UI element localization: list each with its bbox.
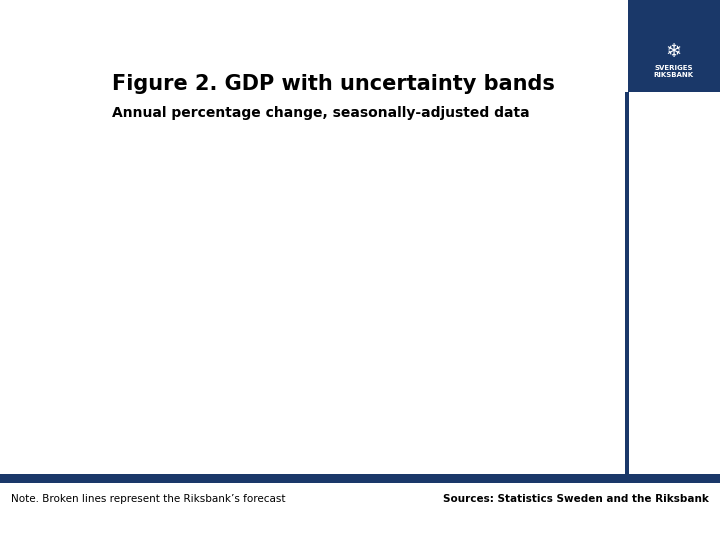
Text: Note. Broken lines represent the Riksbank’s forecast: Note. Broken lines represent the Riksban…: [11, 495, 285, 504]
Bar: [625, 92, 629, 483]
Text: Sources: Statistics Sweden and the Riksbank: Sources: Statistics Sweden and the Riksb…: [444, 495, 709, 504]
Text: SVERIGES
RIKSBANK: SVERIGES RIKSBANK: [654, 65, 694, 78]
Bar: [0, 474, 720, 483]
Text: Annual percentage change, seasonally-adjusted data: Annual percentage change, seasonally-adj…: [112, 106, 529, 120]
Bar: [628, 0, 720, 92]
Text: ❄: ❄: [666, 42, 682, 61]
Text: Figure 2. GDP with uncertainty bands: Figure 2. GDP with uncertainty bands: [112, 73, 554, 94]
